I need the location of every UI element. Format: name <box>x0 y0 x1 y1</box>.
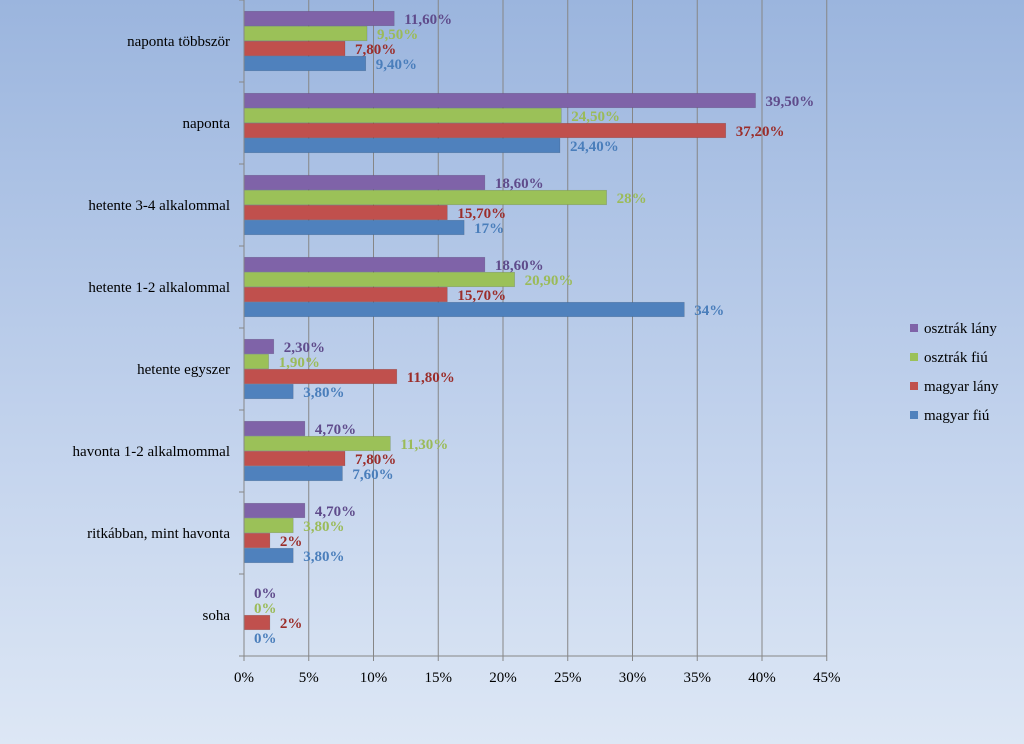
bar <box>243 465 343 482</box>
bar <box>243 368 398 385</box>
data-label: 17% <box>474 221 504 237</box>
data-label: 20,90% <box>525 273 574 289</box>
data-label: 0% <box>254 631 277 647</box>
bar <box>243 614 271 631</box>
data-label: 9,50% <box>377 27 418 43</box>
category-label: havonta 1-2 alkalmommal <box>73 444 230 460</box>
data-label: 24,40% <box>570 139 619 155</box>
bar <box>243 517 294 534</box>
data-label: 2,30% <box>284 340 325 356</box>
data-label: 0% <box>254 586 277 602</box>
bar <box>243 271 515 288</box>
data-label: 7,80% <box>355 452 396 468</box>
bar <box>243 92 756 109</box>
bar <box>243 256 486 273</box>
data-label: 18,60% <box>495 176 544 192</box>
data-label: 15,70% <box>457 206 506 222</box>
bar <box>243 502 306 519</box>
bar <box>243 55 367 72</box>
data-label: 7,80% <box>355 42 396 58</box>
data-label: 7,60% <box>352 467 393 483</box>
x-tick-label: 20% <box>489 670 517 686</box>
bar <box>243 547 294 564</box>
bar <box>243 204 448 221</box>
data-label: 11,80% <box>407 370 455 386</box>
data-label: 15,70% <box>457 288 506 304</box>
category-label: hetente egyszer <box>137 362 230 378</box>
bar <box>243 40 346 57</box>
data-label: 2% <box>280 616 303 632</box>
data-label: 37,20% <box>736 124 785 140</box>
bar <box>243 25 368 42</box>
data-label: 2% <box>280 534 303 550</box>
bar <box>243 286 448 303</box>
legend-label: osztrák lány <box>924 321 997 337</box>
legend-swatch <box>910 411 918 419</box>
data-label: 39,50% <box>766 94 815 110</box>
data-label: 34% <box>694 303 724 319</box>
bar <box>243 301 685 318</box>
x-tick-label: 45% <box>813 670 841 686</box>
legend-label: magyar lány <box>924 379 999 395</box>
data-label: 18,60% <box>495 258 544 274</box>
data-label: 4,70% <box>315 422 356 438</box>
legend-label: osztrák fiú <box>924 350 988 366</box>
data-label: 4,70% <box>315 504 356 520</box>
bar <box>243 107 562 124</box>
legend-swatch <box>910 324 918 332</box>
x-tick-label: 10% <box>360 670 388 686</box>
x-tick-label: 15% <box>425 670 453 686</box>
x-tick-label: 40% <box>748 670 776 686</box>
data-label: 24,50% <box>571 109 620 125</box>
x-tick-label: 0% <box>234 670 254 686</box>
category-label: naponta többször <box>127 34 230 50</box>
data-label: 3,80% <box>303 385 344 401</box>
bar <box>243 174 486 191</box>
legend-swatch <box>910 382 918 390</box>
data-label: 11,30% <box>400 437 448 453</box>
bar <box>243 122 727 139</box>
bar <box>243 10 395 27</box>
data-label: 0% <box>254 601 277 617</box>
bar <box>243 420 306 437</box>
data-label: 11,60% <box>404 12 452 28</box>
x-tick-label: 30% <box>619 670 647 686</box>
x-tick-label: 35% <box>684 670 712 686</box>
bar <box>243 383 294 400</box>
bar <box>243 532 271 549</box>
category-label: hetente 1-2 alkalommal <box>88 280 230 296</box>
bar <box>243 219 465 236</box>
x-tick-label: 25% <box>554 670 582 686</box>
category-label: soha <box>203 608 231 624</box>
bar <box>243 435 391 452</box>
category-label: hetente 3-4 alkalommal <box>88 198 230 214</box>
legend-swatch <box>910 353 918 361</box>
data-label: 9,40% <box>376 57 417 73</box>
category-label: naponta <box>183 116 231 132</box>
bar <box>243 189 607 206</box>
bar <box>243 338 275 355</box>
bar <box>243 353 269 370</box>
bar <box>243 450 346 467</box>
data-label: 3,80% <box>303 519 344 535</box>
legend-label: magyar fiú <box>924 408 990 424</box>
bar <box>243 137 561 154</box>
x-tick-label: 5% <box>299 670 319 686</box>
data-label: 3,80% <box>303 549 344 565</box>
data-label: 1,90% <box>279 355 320 371</box>
category-label: ritkábban, mint havonta <box>87 526 230 542</box>
data-label: 28% <box>617 191 647 207</box>
